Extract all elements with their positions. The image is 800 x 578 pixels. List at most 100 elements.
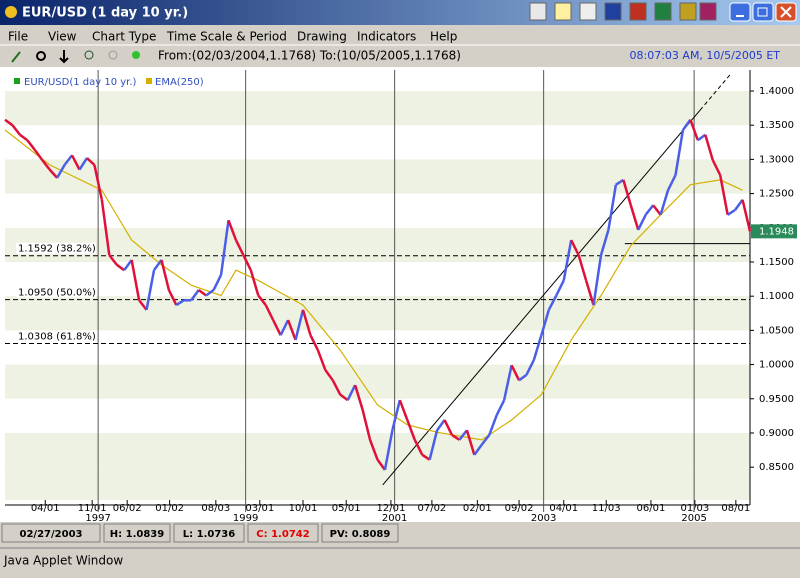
price-segment bbox=[138, 299, 148, 311]
price-segment bbox=[436, 419, 446, 431]
fib-label: 1.1592 (38.2%) bbox=[18, 244, 96, 255]
fib-label: 1.0308 (61.8%) bbox=[18, 332, 96, 343]
x-tick-label: 07/02 bbox=[417, 503, 446, 514]
chart: 1.40001.35001.30001.25001.20001.15001.10… bbox=[4, 70, 797, 524]
y-tick-label: 1.0500 bbox=[759, 325, 794, 336]
price-segment bbox=[741, 199, 752, 232]
ema-line bbox=[4, 129, 743, 441]
price-segment bbox=[711, 159, 722, 176]
menu-item[interactable]: File bbox=[8, 30, 28, 44]
price-segment bbox=[26, 139, 36, 151]
last-price-box bbox=[751, 224, 797, 239]
fib-label-bg bbox=[16, 330, 96, 342]
price-segment bbox=[242, 254, 252, 271]
menu-item[interactable]: View bbox=[48, 30, 77, 44]
legend-label: EMA(250) bbox=[155, 77, 204, 88]
price-segment bbox=[562, 239, 573, 281]
x-tick-label: 08/03 bbox=[201, 503, 230, 514]
legend-swatch bbox=[14, 78, 20, 84]
legend-label: EUR/USD(1 day 10 yr.) bbox=[24, 77, 137, 88]
x-tick-label: 03/01 bbox=[245, 503, 274, 514]
price-segment bbox=[86, 157, 96, 166]
price-segment bbox=[309, 334, 320, 351]
price-segment bbox=[666, 174, 677, 191]
price-segment bbox=[339, 393, 349, 402]
fib-label-bg bbox=[16, 242, 96, 254]
y-tick-label: 1.3500 bbox=[759, 120, 794, 131]
toolbar-icons[interactable] bbox=[11, 50, 140, 64]
x-tick-label: 01/03 bbox=[680, 503, 709, 514]
menu-item[interactable]: Drawing bbox=[297, 30, 347, 44]
y-tick-label: 1.1000 bbox=[759, 291, 794, 302]
status-bar: 02/27/2003 H: 1.0839 L: 1.0736 C: 1.0742… bbox=[1, 523, 399, 543]
price-segment bbox=[718, 174, 729, 216]
price-segment bbox=[592, 254, 603, 306]
price-segment bbox=[130, 259, 141, 301]
price-segment bbox=[190, 289, 200, 302]
price-segment bbox=[734, 199, 744, 211]
price-segment bbox=[108, 254, 118, 266]
window-title: EUR/USD (1 day 10 yr.) bbox=[22, 6, 188, 21]
x-tick-label: 06/02 bbox=[113, 503, 142, 514]
price-segment bbox=[316, 349, 327, 371]
price-segment bbox=[421, 453, 431, 461]
last-price-label: 1.1948 bbox=[759, 226, 794, 237]
window-buttons[interactable] bbox=[729, 2, 797, 22]
price-segment bbox=[547, 294, 558, 311]
price-segment bbox=[272, 319, 282, 336]
menu-item[interactable]: Chart Type bbox=[92, 30, 156, 44]
price-segment bbox=[56, 164, 66, 179]
year-label: 2001 bbox=[382, 513, 407, 524]
price-segment bbox=[152, 259, 163, 271]
price-segment bbox=[413, 439, 424, 456]
price-segment bbox=[227, 219, 238, 241]
grid-band bbox=[5, 90, 750, 126]
y-tick-label: 1.3000 bbox=[759, 154, 794, 165]
title-icons bbox=[529, 2, 717, 21]
price-segment bbox=[376, 458, 386, 471]
price-segment bbox=[502, 365, 513, 401]
y-tick-label: 1.0000 bbox=[759, 360, 794, 371]
price-segment bbox=[518, 373, 528, 382]
price-segment bbox=[697, 133, 707, 142]
price-segment bbox=[398, 399, 409, 421]
price-segment bbox=[495, 399, 506, 416]
x-tick-label: 04/01 bbox=[549, 503, 578, 514]
price-segment bbox=[353, 384, 364, 411]
grid-band bbox=[5, 296, 750, 331]
price-segment bbox=[78, 157, 89, 171]
price-segment bbox=[451, 433, 461, 441]
price-segment bbox=[33, 149, 44, 161]
x-tick-label: 11/03 bbox=[592, 503, 621, 514]
price-segment bbox=[264, 304, 275, 321]
x-tick-label: 02/01 bbox=[463, 503, 492, 514]
status-close: C: 1.0742 bbox=[256, 529, 309, 540]
y-tick-label: 1.4000 bbox=[759, 86, 794, 97]
price-segment bbox=[652, 204, 662, 216]
menu-item[interactable]: Time Scale & Period bbox=[166, 30, 287, 44]
year-label: 2005 bbox=[681, 513, 706, 524]
trendline bbox=[382, 109, 701, 486]
menu-item[interactable]: Indicators bbox=[357, 30, 416, 44]
price-segment bbox=[599, 229, 610, 256]
price-segment bbox=[100, 199, 111, 256]
price-segment bbox=[205, 289, 215, 297]
price-segment bbox=[41, 159, 51, 171]
price-segment bbox=[145, 269, 156, 311]
price-segment bbox=[197, 289, 207, 297]
x-tick-label: 06/01 bbox=[637, 503, 666, 514]
minimize-button[interactable] bbox=[729, 2, 751, 22]
grid-band bbox=[5, 227, 750, 262]
date-range: From:(02/03/2004,1.1768) To:(10/05/2005,… bbox=[158, 49, 461, 63]
x-tick-label: 10/01 bbox=[289, 503, 318, 514]
status-date: 02/27/2003 bbox=[20, 529, 83, 540]
price-segment bbox=[160, 259, 171, 291]
price-segment bbox=[286, 319, 297, 341]
price-segment bbox=[123, 259, 133, 271]
menu-item[interactable]: Help bbox=[430, 30, 457, 44]
price-segment bbox=[383, 430, 394, 471]
price-segment bbox=[346, 384, 357, 401]
restore-button[interactable] bbox=[752, 2, 774, 22]
price-segment bbox=[674, 129, 685, 176]
